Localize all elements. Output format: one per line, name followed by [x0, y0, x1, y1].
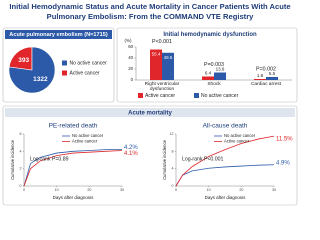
data-label: 1322 — [33, 76, 48, 83]
data-label: 13.6 — [216, 67, 225, 72]
data-label: 55.4 — [152, 52, 161, 57]
panel-header — [5, 30, 112, 39]
panel-header — [5, 108, 295, 117]
y-axis-label: Cumulative incidence — [162, 139, 167, 179]
y-tick-label: 8 — [172, 149, 174, 153]
annotation: Log-rank P<0.001 — [182, 156, 224, 162]
line — [23, 149, 122, 187]
end-label: 4.9% — [276, 160, 290, 166]
x-tick-label: 10 — [55, 188, 59, 192]
data-label: 5.5 — [269, 71, 276, 76]
p-value: P=0.003 — [204, 62, 224, 68]
panel-box — [2, 105, 298, 206]
x-tick-label: 0 — [23, 188, 25, 192]
bar — [202, 76, 214, 80]
legend-label: No active cancer — [72, 133, 104, 138]
x-tick-label: 20 — [87, 188, 91, 192]
y-tick-label: 2 — [20, 167, 22, 171]
y-tick-label: 20 — [128, 66, 133, 71]
x-tick-label: 30 — [272, 188, 276, 192]
chart-title: All-cause death — [203, 123, 248, 130]
y-tick-label: 60 — [128, 44, 133, 49]
x-tick-label: 10 — [207, 188, 211, 192]
end-label: 11.5% — [276, 137, 293, 143]
pie-slice — [8, 46, 56, 94]
x-tick-label: 0 — [175, 188, 177, 192]
canvas: Acute mortality Acute pulmonary embolism… — [2, 27, 298, 206]
line — [175, 135, 275, 187]
legend-swatch — [62, 70, 67, 76]
chart-title: Acute pulmonary embolism (N=1715) — [9, 32, 108, 38]
legend-label: Active cancer — [224, 139, 250, 144]
bar — [150, 49, 162, 80]
legend-label: Active cancer — [70, 70, 100, 76]
legend-label: No active cancer — [70, 60, 108, 66]
legend-swatch — [194, 93, 199, 98]
chart-title: Initial hemodynamic dysfunction — [163, 32, 257, 38]
legend-label: Active cancer — [72, 139, 98, 144]
panel-box — [116, 27, 298, 103]
bar — [266, 76, 278, 80]
y-axis-label: (%) — [125, 38, 132, 43]
x-tick-label: Cardiac arrest — [250, 82, 282, 87]
data-label: 1.8 — [257, 73, 264, 78]
x-axis-label: Days after diagnosis — [53, 195, 95, 200]
end-label: 4.2% — [124, 145, 138, 151]
section-title: Acute mortality — [128, 110, 172, 116]
line — [23, 150, 123, 187]
legend-swatch — [138, 93, 143, 98]
y-tick-label: 40 — [128, 55, 133, 60]
pie-slice — [8, 46, 33, 71]
bar — [254, 79, 266, 80]
y-tick-label: 4 — [20, 149, 22, 153]
x-tick-label: Right ventricular dysfunction — [144, 82, 180, 93]
bar — [162, 52, 174, 80]
y-tick-label: 4 — [172, 167, 174, 171]
bar — [214, 72, 226, 80]
legend-label: No active cancer — [224, 133, 256, 138]
legend-label: No active cancer — [201, 93, 239, 99]
graphical-abstract: Initial Hemodynamic Status and Acute Mor… — [2, 2, 298, 206]
y-tick-label: 0 — [172, 184, 174, 188]
y-tick-label: 12 — [170, 132, 174, 136]
y-axis-label: Cumulative incidence — [10, 139, 15, 179]
annotation: Log-rank P=0.89 — [30, 156, 69, 162]
data-label: 49.5 — [164, 55, 173, 60]
y-tick-label: 0 — [20, 184, 22, 188]
x-axis-label: Days after diagnosis — [205, 195, 247, 200]
legend-swatch — [62, 60, 67, 66]
line — [175, 164, 275, 187]
y-tick-label: 0 — [131, 77, 134, 82]
x-tick-label: 30 — [120, 188, 124, 192]
p-value: P=0.002 — [256, 66, 276, 72]
end-label: 4.1% — [124, 151, 138, 157]
data-label: 393 — [18, 57, 29, 64]
legend-label: Active cancer — [145, 93, 175, 99]
x-tick-label: 20 — [239, 188, 243, 192]
chart-title: PE-related death — [49, 123, 98, 130]
title: Initial Hemodynamic Status and Acute Mor… — [9, 2, 291, 21]
p-value: P<0.001 — [152, 39, 172, 45]
y-tick-label: 6 — [20, 132, 22, 136]
data-label: 6.4 — [205, 71, 212, 76]
x-tick-label: Shock — [207, 82, 221, 87]
